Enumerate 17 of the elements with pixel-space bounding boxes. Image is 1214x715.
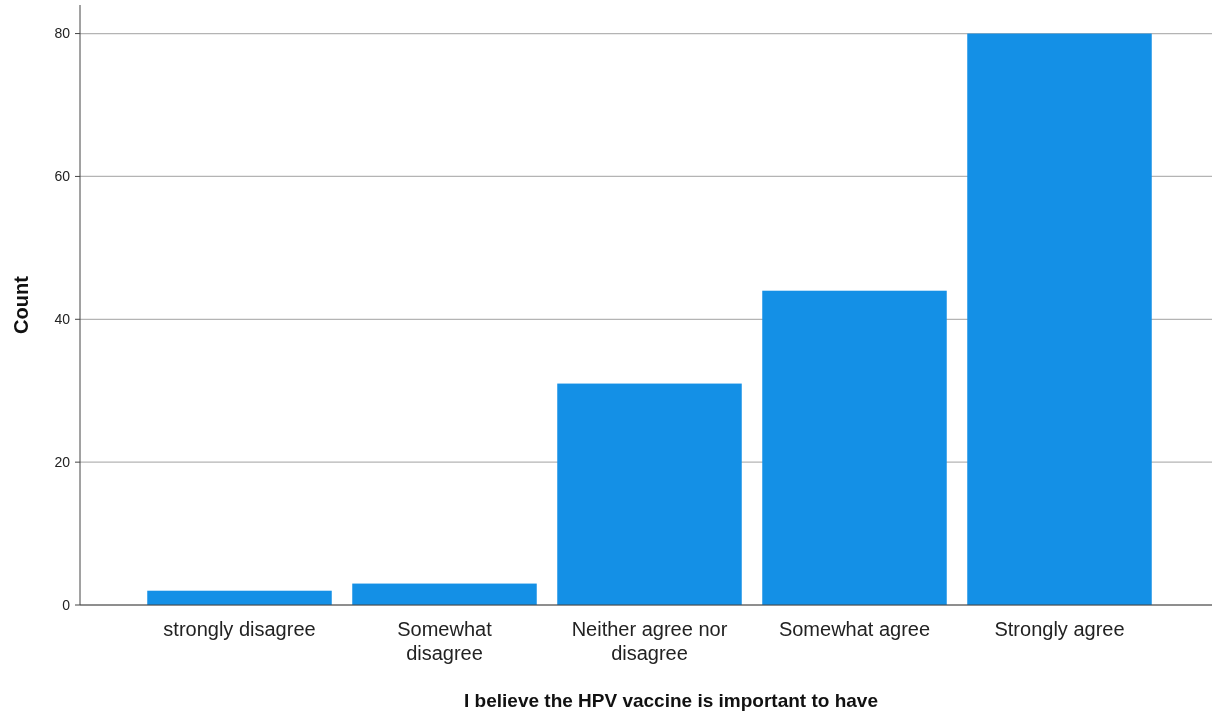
bar: [147, 590, 332, 605]
bar: [967, 33, 1152, 605]
y-tick-label: 60: [54, 168, 71, 185]
x-tick-label: Somewhat agree: [778, 618, 931, 640]
bar: [557, 383, 742, 605]
x-tick-label: strongly disagree: [163, 618, 316, 640]
x-axis-title: I believe the HPV vaccine is important to have: [464, 690, 878, 711]
x-tick-label: Somewhat disagree: [397, 618, 493, 664]
bar: [352, 583, 537, 605]
y-tick-label: 80: [54, 25, 71, 42]
y-tick-label: 40: [54, 311, 71, 328]
x-tick-label: Neither agree nor disagree: [571, 618, 728, 664]
x-tick-label: Strongly agree: [994, 618, 1125, 640]
y-tick-label: 20: [54, 454, 71, 471]
y-tick-label: 0: [62, 596, 71, 613]
bar: [762, 290, 947, 605]
y-axis-title: Count: [10, 275, 32, 334]
